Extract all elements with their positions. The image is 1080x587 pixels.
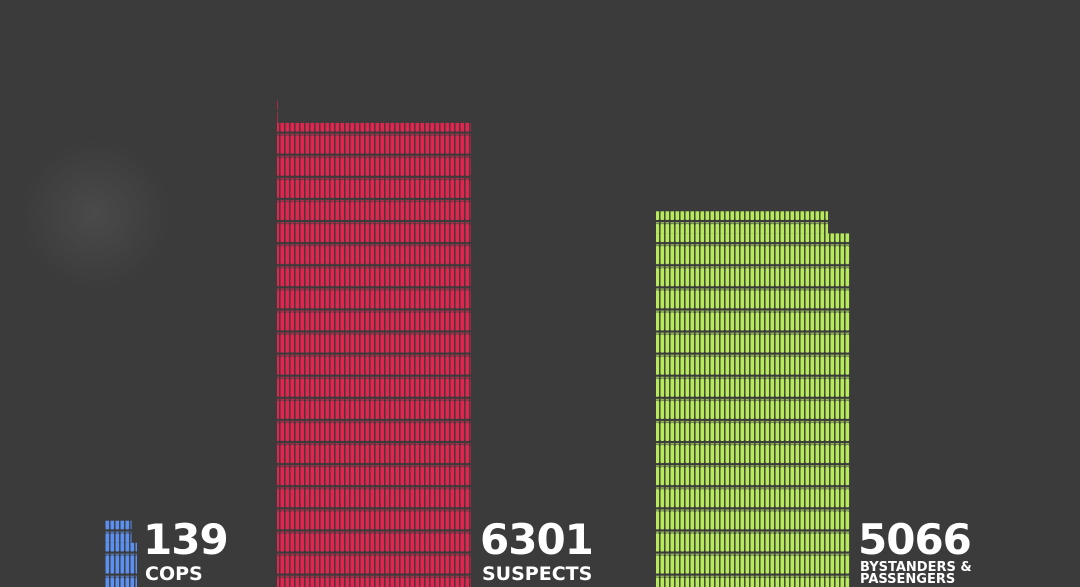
category-label: BYSTANDERS & PASSENGERS (860, 560, 972, 587)
value-label: 5066 (858, 515, 972, 564)
icon-column (105, 520, 137, 587)
icon-column (277, 100, 471, 587)
icon-partial-row (105, 520, 132, 543)
background-glow (20, 140, 170, 290)
category-label: COPS (145, 563, 203, 585)
icon-partial-row (656, 211, 829, 234)
icon-partial-row (277, 100, 278, 123)
icon-rows (105, 542, 137, 587)
value-label: 139 (143, 515, 229, 564)
icon-rows (277, 122, 471, 587)
icon-rows (656, 233, 850, 587)
category-label: SUSPECTS (482, 563, 593, 585)
icon-column (656, 211, 850, 587)
value-label: 6301 (480, 515, 594, 564)
